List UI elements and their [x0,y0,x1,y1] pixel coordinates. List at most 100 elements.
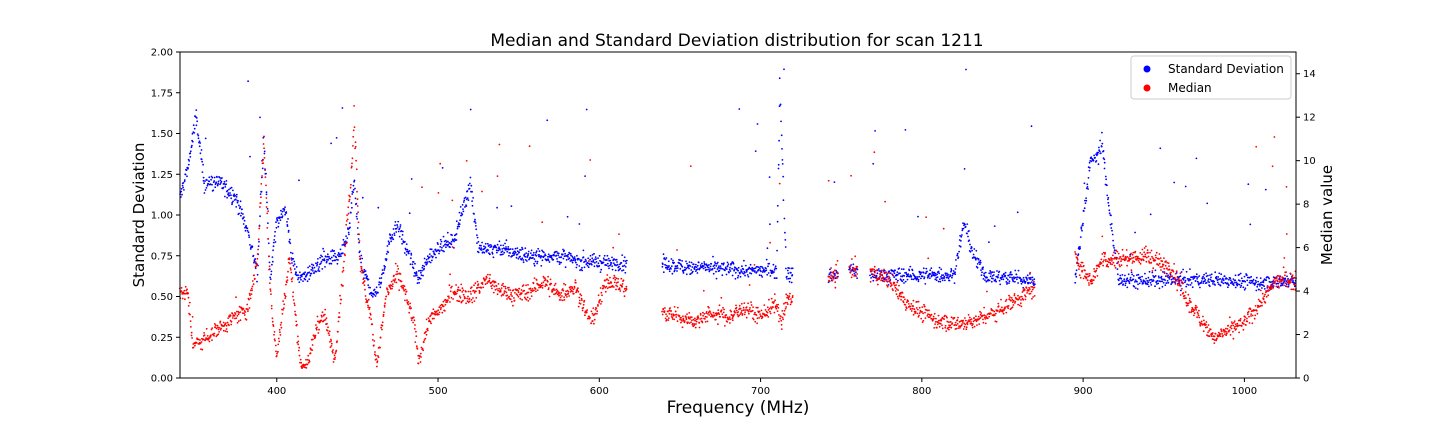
std-dev-point [940,268,943,271]
median-point [1105,260,1107,263]
median-point [405,290,408,293]
std-dev-point [364,270,367,272]
std-dev-point [274,241,277,243]
std-dev-point [546,119,549,122]
std-dev-point [1008,280,1011,283]
std-dev-point [330,142,332,145]
std-dev-point [1031,276,1034,279]
std-dev-point [319,262,322,265]
std-dev-point [714,262,717,265]
median-point [263,147,265,150]
median-point [944,324,947,327]
std-dev-point [929,277,931,279]
std-dev-point [1188,279,1190,282]
std-dev-point [765,258,768,261]
median-point [407,301,410,303]
std-dev-point [685,267,688,270]
std-dev-point [997,276,999,278]
std-dev-point [1099,139,1101,142]
median-point [342,266,345,269]
std-dev-point [380,277,383,279]
std-dev-point [509,252,512,254]
std-dev-point [1158,287,1161,290]
median-point [1202,315,1204,318]
std-dev-point [366,275,368,278]
std-dev-point [208,176,211,179]
median-point [680,316,682,319]
median-point [851,258,853,260]
median-point [1219,335,1222,338]
median-point [311,344,314,346]
std-dev-point [903,275,906,277]
median-point [1011,306,1014,309]
median-point [1174,277,1176,280]
median-point [1144,253,1147,256]
std-dev-point [275,221,277,224]
std-dev-point [607,265,610,267]
std-dev-point [573,256,576,258]
std-dev-point [954,268,957,270]
std-dev-point [782,199,785,202]
std-dev-point [527,250,530,253]
median-point [743,302,746,304]
median-point [209,335,212,338]
std-dev-point [251,245,254,248]
median-point [242,308,245,310]
std-dev-point [440,249,443,252]
median-point [1004,307,1006,310]
std-dev-point [352,191,354,194]
std-dev-point [1217,276,1220,278]
std-dev-point [1009,276,1011,279]
median-point [759,313,761,315]
median-point [417,362,420,365]
std-dev-point [277,225,280,228]
median-point [776,310,779,312]
std-dev-point [425,261,427,264]
std-dev-point [442,245,445,247]
median-point [565,290,567,293]
std-dev-point [309,274,312,277]
std-dev-point [1198,275,1201,277]
median-point [899,293,902,295]
median-point [871,269,873,272]
median-point [681,326,684,329]
median-point [1237,324,1240,327]
median-point [878,278,880,281]
std-dev-point [760,274,763,277]
std-dev-point [827,281,830,284]
std-dev-point [1283,280,1286,283]
median-point [1094,276,1096,279]
median-point [1130,269,1133,272]
median-point [525,298,528,301]
median-point [563,298,566,301]
std-dev-point [347,231,350,234]
std-dev-point [556,260,559,263]
median-point [1088,274,1091,277]
median-point [593,322,595,325]
std-dev-point [1154,285,1156,288]
std-dev-point [443,250,445,253]
std-dev-point [516,250,519,253]
median-point [896,295,899,298]
median-point [250,293,253,295]
median-point [494,288,497,291]
median-point [403,289,405,292]
median-point [391,285,394,288]
std-dev-point [482,251,484,254]
std-dev-point [681,260,683,262]
median-point [256,253,259,255]
std-dev-point [1184,185,1187,188]
std-dev-point [409,257,412,260]
median-point [755,314,758,316]
std-dev-point [287,218,289,220]
median-point [404,299,406,302]
median-point [1116,257,1119,259]
std-dev-point [938,266,941,269]
std-dev-point [731,267,733,270]
median-point [320,314,323,317]
median-point [398,289,401,291]
median-point [1193,312,1196,315]
median-point [886,280,888,283]
median-point [506,298,508,300]
std-dev-point [541,259,544,262]
